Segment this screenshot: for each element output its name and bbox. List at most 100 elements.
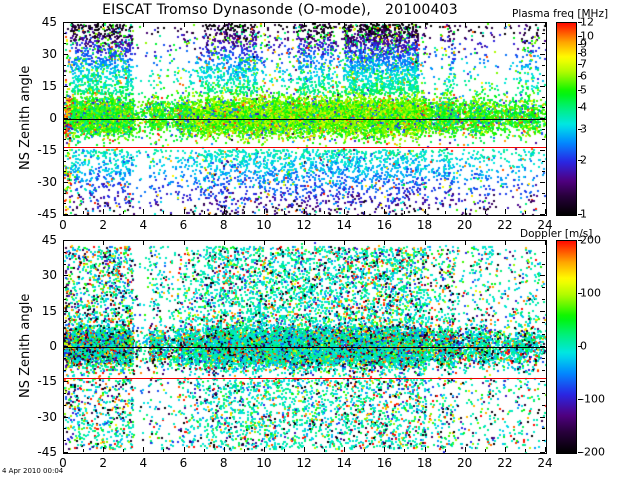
y-tick-label: -45 bbox=[37, 207, 57, 221]
x-tick-label: 12 bbox=[296, 218, 312, 232]
x-tick-label: 6 bbox=[179, 456, 188, 470]
y-minor-tick-right bbox=[542, 393, 545, 395]
colorbar-tick-label: 8 bbox=[580, 46, 587, 60]
colorbar-tick bbox=[578, 75, 582, 77]
x-minor-tick bbox=[444, 449, 446, 452]
x-tick bbox=[424, 209, 426, 214]
colorbar-tick-label: 10 bbox=[580, 29, 594, 43]
y-tick-label: 45 bbox=[41, 233, 57, 247]
x-tick bbox=[504, 209, 506, 214]
y-tick-right bbox=[540, 182, 545, 183]
y-minor-tick-right bbox=[542, 440, 545, 442]
y-minor-tick bbox=[63, 96, 66, 98]
y-minor-tick bbox=[63, 107, 66, 109]
y-minor-tick bbox=[63, 32, 66, 34]
y-minor-tick-right bbox=[542, 251, 545, 253]
y-tick-label: -45 bbox=[37, 445, 57, 459]
x-minor-tick bbox=[203, 211, 205, 214]
colorbar-tick bbox=[578, 160, 582, 162]
x-tick-label: 18 bbox=[416, 218, 433, 232]
plot-panel-plasma-frequency bbox=[63, 22, 547, 216]
x-tick-top bbox=[545, 240, 546, 245]
x-tick bbox=[344, 209, 346, 214]
x-tick-top bbox=[143, 240, 145, 245]
x-tick-top bbox=[504, 240, 506, 245]
y-tick-label: -15 bbox=[37, 143, 57, 157]
x-tick-top bbox=[183, 240, 185, 245]
colorbar-tick bbox=[578, 36, 582, 38]
x-tick-top bbox=[304, 22, 305, 27]
x-minor-tick bbox=[484, 449, 486, 452]
x-minor-tick bbox=[123, 211, 125, 214]
y-tick bbox=[63, 214, 68, 215]
colorbar-tick bbox=[578, 63, 582, 65]
y-minor-tick-right bbox=[542, 139, 545, 141]
y-tick bbox=[63, 22, 68, 23]
x-tick-label: 0 bbox=[59, 456, 67, 470]
y-minor-tick bbox=[63, 64, 66, 66]
x-tick bbox=[143, 447, 145, 452]
y-minor-tick bbox=[63, 43, 66, 45]
x-minor-tick bbox=[83, 211, 85, 214]
y-tick bbox=[63, 150, 68, 151]
x-tick-top bbox=[263, 240, 265, 245]
x-minor-tick bbox=[123, 449, 125, 452]
y-minor-tick bbox=[63, 251, 66, 253]
y-tick bbox=[63, 240, 68, 241]
colorbar-tick-label: 2 bbox=[580, 153, 587, 167]
reference-line-zero-top bbox=[64, 119, 546, 120]
x-tick bbox=[424, 447, 426, 452]
x-minor-tick bbox=[163, 449, 165, 452]
x-minor-tick bbox=[283, 211, 285, 214]
x-tick bbox=[504, 447, 506, 452]
y-minor-tick bbox=[63, 357, 66, 359]
x-tick-label: 10 bbox=[256, 218, 272, 232]
x-tick-label: 16 bbox=[376, 218, 392, 232]
y-minor-tick-right bbox=[542, 75, 545, 77]
y-minor-tick-right bbox=[542, 428, 545, 430]
y-minor-tick-right bbox=[542, 107, 545, 109]
x-tick-top bbox=[464, 240, 466, 245]
y-minor-tick bbox=[63, 263, 66, 265]
colorbar-tick bbox=[578, 22, 582, 23]
x-tick-label: 22 bbox=[497, 218, 513, 232]
plot-panel-doppler bbox=[63, 240, 547, 454]
y-tick bbox=[63, 54, 68, 55]
colorbar-tick-label: 3 bbox=[580, 122, 587, 136]
y-minor-tick bbox=[63, 192, 66, 194]
y-minor-tick-right bbox=[542, 263, 545, 265]
y-tick-right bbox=[540, 150, 545, 151]
y-tick-right bbox=[540, 452, 545, 453]
x-tick-top bbox=[464, 22, 466, 27]
y-minor-tick-right bbox=[542, 64, 545, 66]
x-tick bbox=[344, 447, 346, 452]
x-tick bbox=[223, 447, 225, 452]
y-tick-right bbox=[540, 240, 545, 241]
x-tick-top bbox=[63, 240, 64, 245]
x-tick-label: 12 bbox=[296, 456, 312, 470]
colorbar-tick-label: 6 bbox=[580, 69, 587, 83]
x-tick-label: 4 bbox=[139, 456, 148, 470]
colorbar-tick bbox=[578, 399, 582, 400]
y-minor-tick bbox=[63, 171, 66, 173]
y-tick-label: 0 bbox=[49, 339, 57, 353]
reference-line-red-bottom bbox=[64, 378, 546, 379]
y-tick-label: 15 bbox=[41, 79, 57, 93]
colorbar-tick bbox=[578, 240, 582, 241]
y-tick-label: 15 bbox=[41, 303, 57, 318]
x-tick-label: 20 bbox=[457, 456, 473, 470]
x-minor-tick bbox=[283, 449, 285, 452]
page-title: EISCAT Tromso Dynasonde (O-mode), 201004… bbox=[102, 2, 458, 18]
x-tick bbox=[63, 447, 64, 452]
y-minor-tick bbox=[63, 428, 66, 430]
colorbar-tick bbox=[578, 44, 582, 46]
colorbar-tick-label: 0 bbox=[580, 339, 587, 353]
y-minor-tick-right bbox=[542, 357, 545, 359]
y-tick-right bbox=[540, 22, 545, 23]
x-tick-top bbox=[384, 22, 386, 27]
x-tick-label: 2 bbox=[99, 218, 107, 232]
x-tick-top bbox=[344, 22, 346, 27]
colorbar-doppler bbox=[556, 240, 577, 454]
y-tick bbox=[63, 86, 68, 87]
x-tick-label: 6 bbox=[179, 218, 188, 232]
